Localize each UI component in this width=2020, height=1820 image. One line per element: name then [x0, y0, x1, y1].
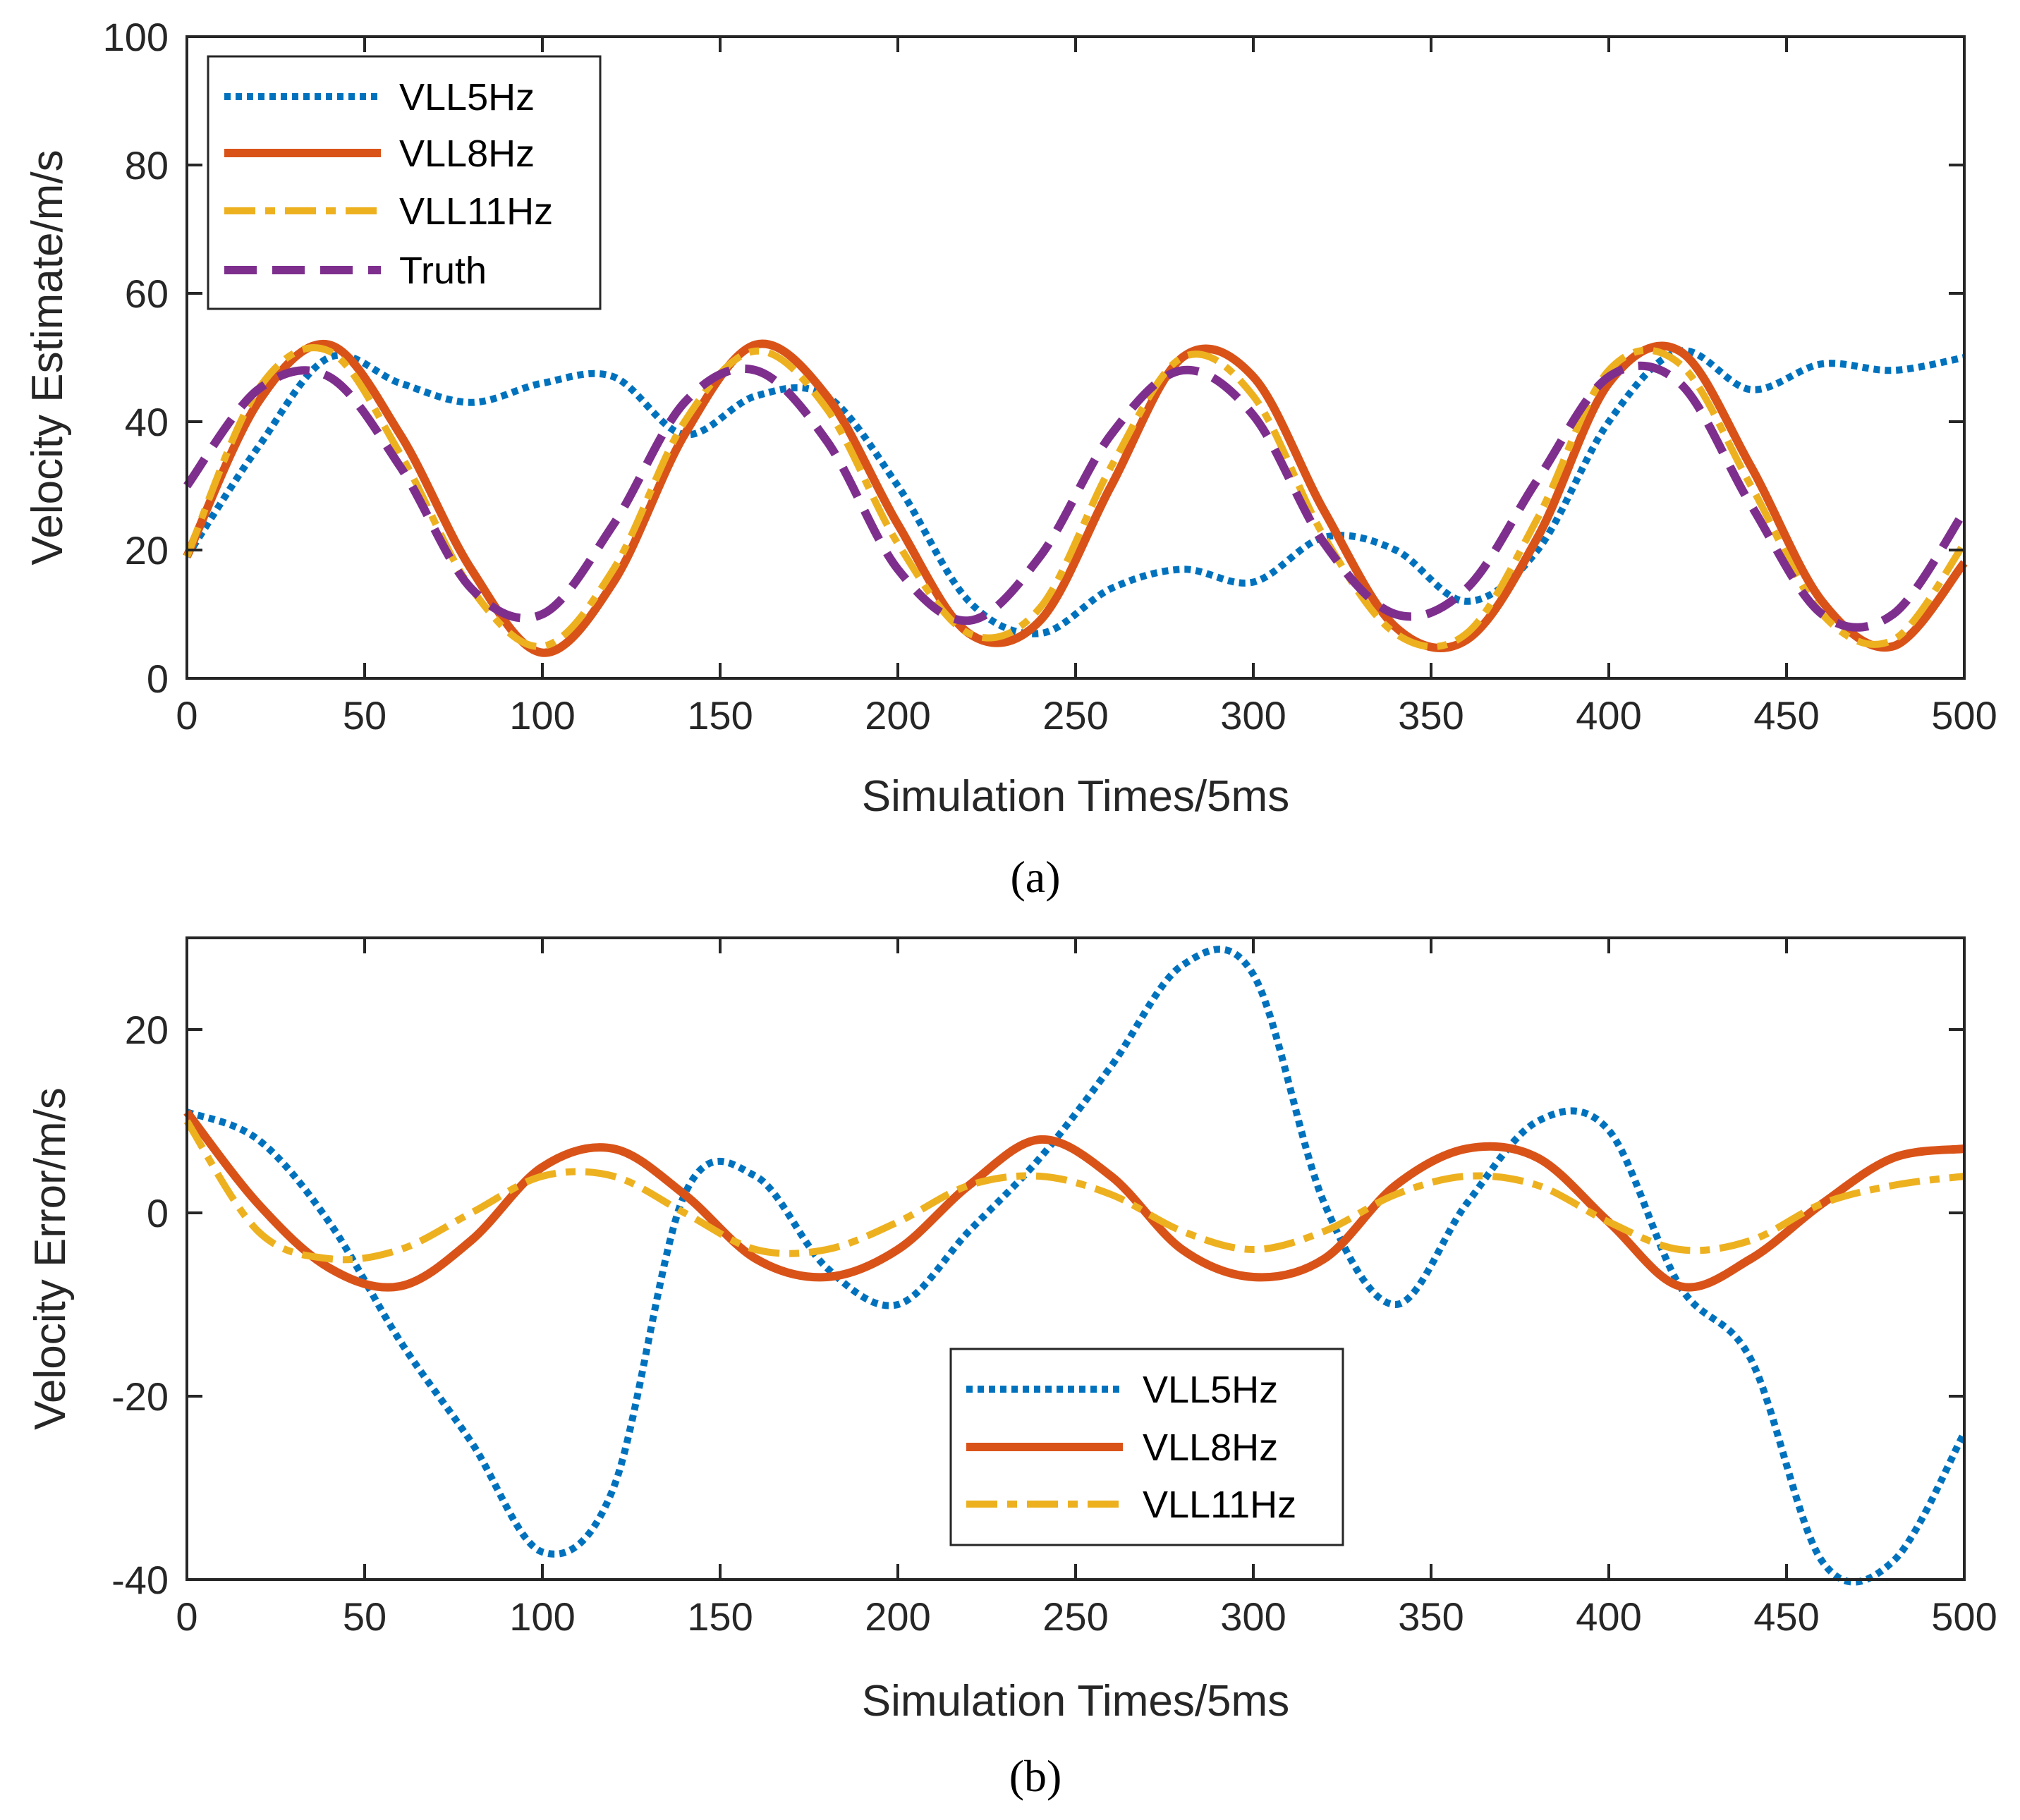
x-tick-label: 150 [687, 1594, 753, 1639]
y-tick-label: 20 [125, 1008, 169, 1052]
panel-a-series-truth [183, 361, 1968, 632]
panel-a-legend: VLL5Hz VLL8Hz VLL11Hz Truth [207, 55, 602, 310]
y-tick-label: 0 [147, 656, 169, 701]
panel-a-x-axis-label: Simulation Times/5ms [862, 772, 1289, 821]
panel-a-legend-label-truth: Truth [399, 250, 487, 292]
y-tick-label: 80 [125, 143, 169, 188]
x-tick-label: 200 [865, 693, 930, 738]
x-tick-label: 150 [687, 693, 753, 738]
panel-a-series-vll5hz [183, 347, 1965, 637]
x-tick-label: 450 [1753, 1594, 1819, 1639]
x-tick-label: 400 [1576, 1594, 1641, 1639]
panel-a: 0 50 100 150 200 250 300 350 400 450 500 0 20 40 60 80… [23, 15, 1997, 902]
x-tick-label: 500 [1931, 693, 1997, 738]
x-tick-label: 350 [1398, 1594, 1464, 1639]
panel-b-series [183, 946, 1968, 1586]
panel-b-y-ticks: -40 -20 0 20 [111, 1008, 1964, 1602]
panel-b-x-axis-label: Simulation Times/5ms [862, 1677, 1289, 1726]
panel-a-x-ticks: 0 50 100 150 200 250 300 350 400 450 500 [176, 37, 1997, 738]
x-tick-label: 350 [1398, 693, 1464, 738]
x-tick-label: 100 [509, 693, 575, 738]
y-tick-label: 60 [125, 271, 169, 316]
y-tick-label: 0 [147, 1191, 169, 1235]
panel-a-series [183, 339, 1968, 657]
x-tick-label: 500 [1931, 1594, 1997, 1639]
panel-b-caption: (b) [1009, 1751, 1062, 1801]
panel-b-legend-label-vll8hz: VLL8Hz [1143, 1427, 1278, 1469]
panel-a-legend-label-vll8hz: VLL8Hz [399, 133, 535, 175]
panel-b-x-ticks: 0 50 100 150 200 250 300 350 400 450 500 [176, 938, 1997, 1639]
panel-b-series-vll8hz [183, 1109, 1965, 1292]
x-tick-label: 0 [176, 693, 197, 738]
x-tick-label: 250 [1042, 1594, 1108, 1639]
panel-a-caption: (a) [1010, 852, 1060, 902]
x-tick-label: 300 [1220, 1594, 1286, 1639]
panel-a-series-vll8hz [183, 339, 1968, 657]
panel-b-series-vll11hz [183, 1119, 1965, 1264]
panel-b-legend-label-vll11hz: VLL11Hz [1143, 1484, 1296, 1526]
x-tick-label: 200 [865, 1594, 930, 1639]
x-tick-label: 450 [1753, 693, 1819, 738]
y-tick-label: 20 [125, 528, 169, 573]
y-tick-label: -40 [111, 1558, 169, 1602]
x-tick-label: 400 [1576, 693, 1641, 738]
y-tick-label: 40 [125, 400, 169, 444]
panel-a-series-vll11hz [183, 344, 1968, 651]
panel-b-y-axis-label: Velocity Error/m/s [26, 1087, 75, 1430]
y-tick-label: -20 [111, 1374, 169, 1419]
x-tick-label: 300 [1220, 693, 1286, 738]
panel-b-legend: VLL5Hz VLL8Hz VLL11Hz [949, 1348, 1344, 1546]
panel-a-y-ticks: 0 20 40 60 80 100 [103, 15, 1964, 701]
x-tick-label: 50 [343, 693, 387, 738]
panel-a-y-axis-label: Velocity Estimate/m/s [23, 149, 72, 565]
x-tick-label: 0 [176, 1594, 197, 1639]
x-tick-label: 250 [1042, 693, 1108, 738]
panel-b-legend-label-vll5hz: VLL5Hz [1143, 1369, 1278, 1411]
panel-a-legend-label-vll5hz: VLL5Hz [399, 76, 535, 118]
y-tick-label: 100 [103, 15, 169, 59]
x-tick-label: 100 [509, 1594, 575, 1639]
panel-a-legend-label-vll11hz: VLL11Hz [399, 190, 553, 233]
panel-b: 0 50 100 150 200 250 300 350 400 450 500 -40 -20 0 20… [26, 936, 1997, 1801]
x-tick-label: 50 [343, 1594, 387, 1639]
